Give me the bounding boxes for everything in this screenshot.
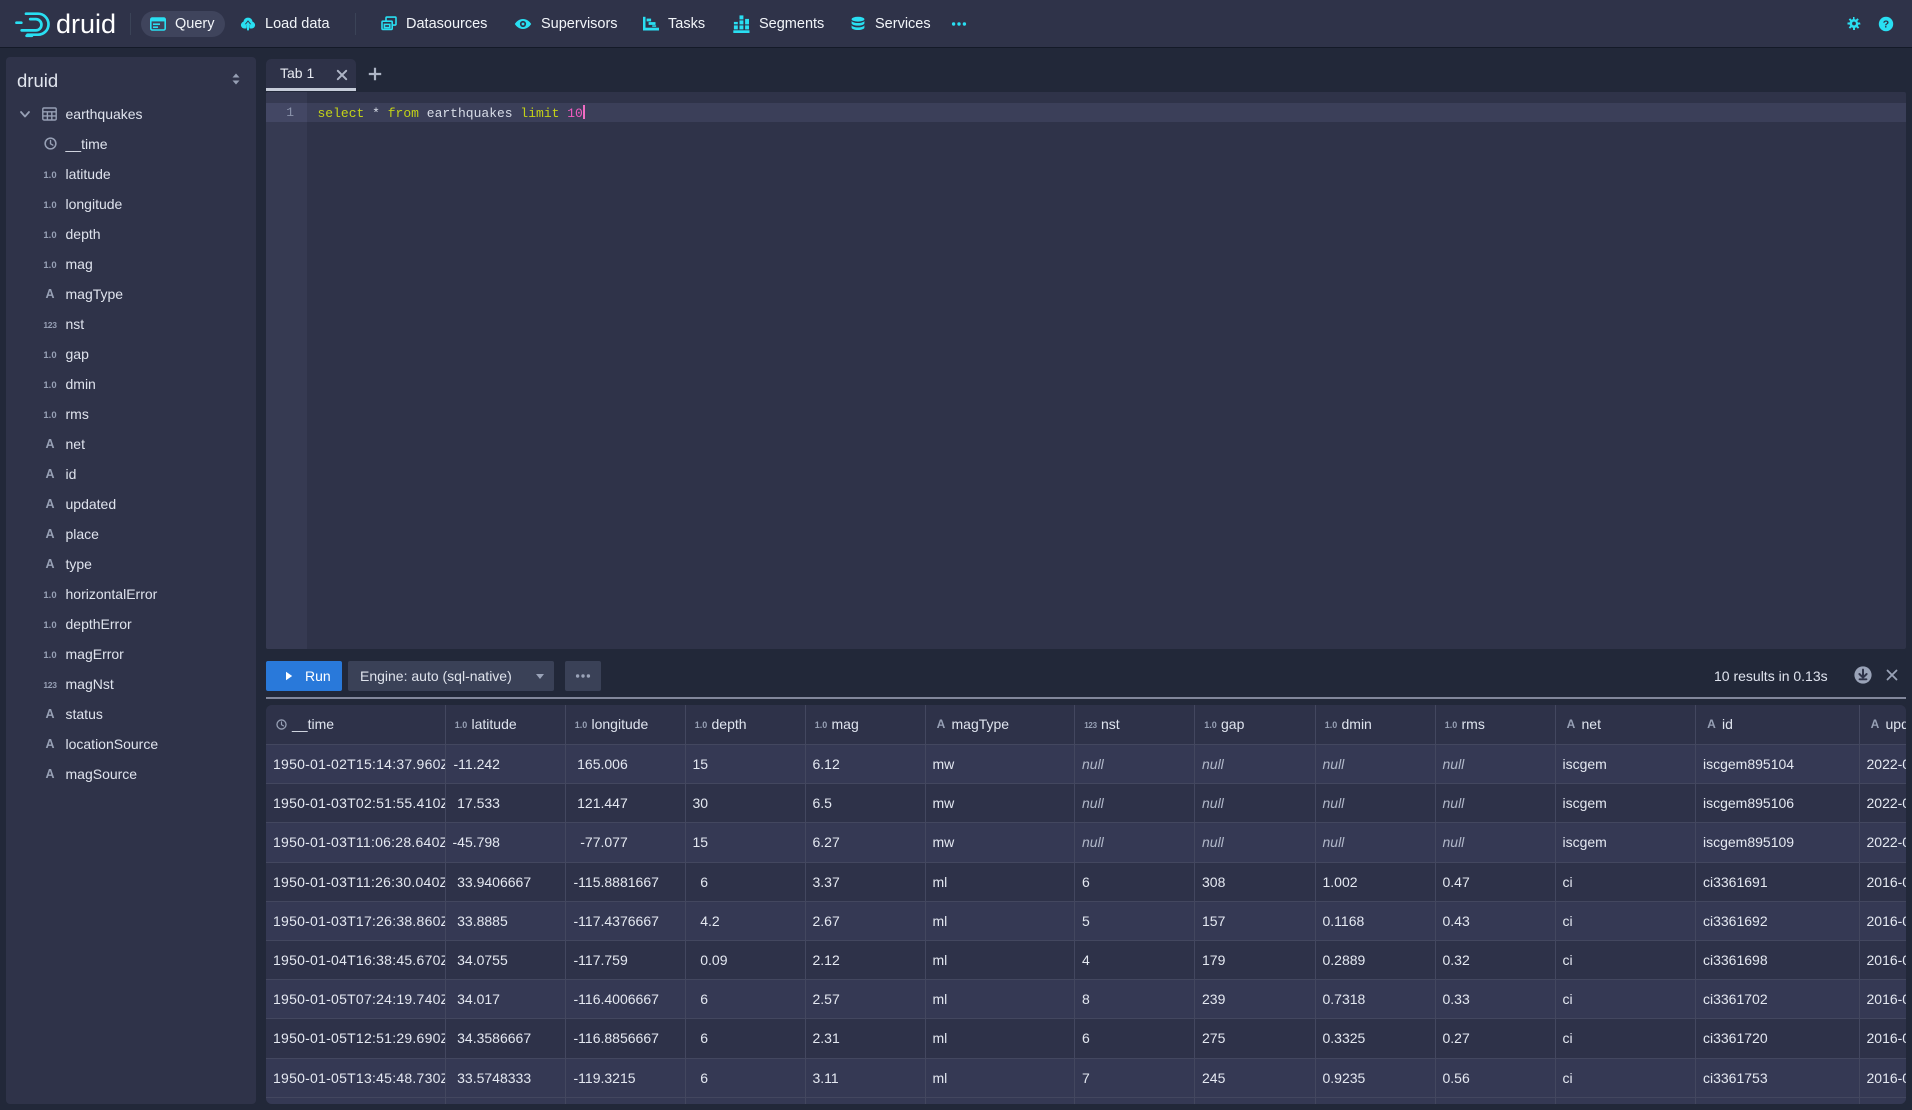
svg-text:?: ?	[1883, 19, 1889, 31]
